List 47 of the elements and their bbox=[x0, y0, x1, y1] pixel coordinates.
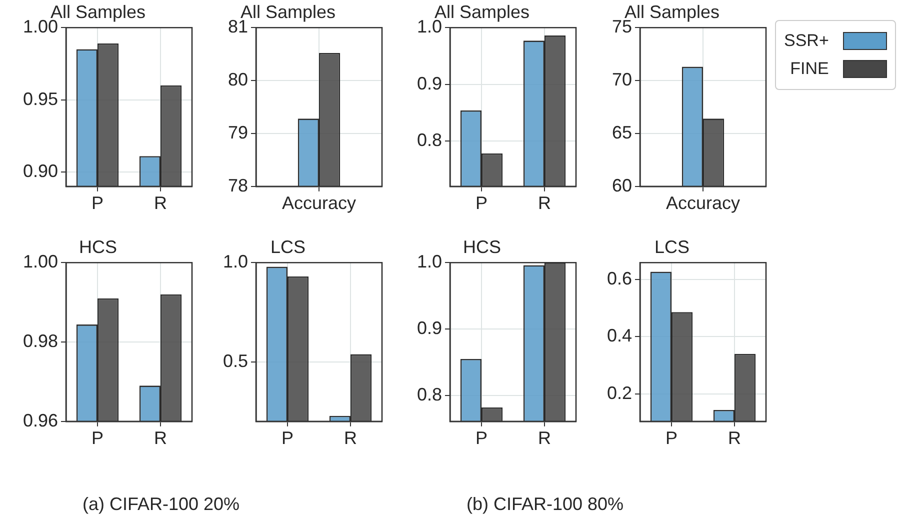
y-tick-label: 80 bbox=[228, 70, 248, 90]
text: (b) CIFAR-100 80% bbox=[466, 494, 624, 515]
x-tick-label: R bbox=[154, 193, 167, 214]
y-tick-label: 1.0 bbox=[416, 16, 442, 37]
y-tick-label: 0.6 bbox=[606, 268, 632, 288]
legend-label: FINE bbox=[790, 59, 829, 79]
y-tick-label: 0.4 bbox=[606, 326, 632, 346]
text: (a) CIFAR-100 20% bbox=[82, 494, 240, 515]
y-tick-label: 0.9 bbox=[416, 73, 442, 94]
y-tick-label: 0.8 bbox=[416, 130, 442, 150]
x-tick-label: P bbox=[475, 193, 488, 214]
y-tick-label: 75 bbox=[612, 16, 632, 37]
y-tick-label: 0.90 bbox=[22, 160, 58, 181]
y-tick-label: 0.96 bbox=[22, 410, 58, 430]
x-tick-label: R bbox=[344, 428, 357, 448]
y-tick-label: 0.95 bbox=[22, 88, 58, 109]
chart-title: HCS bbox=[78, 236, 118, 257]
y-tick-label: 1.00 bbox=[22, 252, 58, 272]
x-tick-label: R bbox=[154, 428, 167, 448]
y-tick-label: 0.2 bbox=[606, 382, 632, 403]
y-tick-label: 1.0 bbox=[416, 252, 442, 272]
y-tick-label: 1.00 bbox=[22, 16, 58, 37]
x-tick-label: Accuracy bbox=[666, 193, 740, 214]
y-tick-label: 81 bbox=[228, 16, 248, 37]
chart-title: LCS bbox=[270, 236, 306, 257]
x-tick-label: P bbox=[91, 193, 104, 214]
y-tick-label: 70 bbox=[612, 70, 632, 90]
y-tick-label: 1.0 bbox=[222, 252, 248, 272]
legend-label: SSR+ bbox=[784, 31, 829, 51]
y-tick-label: 60 bbox=[612, 175, 632, 196]
x-tick-label: P bbox=[281, 428, 294, 448]
y-tick-label: 65 bbox=[612, 122, 632, 142]
x-tick-label: P bbox=[475, 428, 488, 448]
y-tick-label: 0.9 bbox=[416, 318, 442, 338]
x-tick-label: R bbox=[538, 193, 551, 214]
x-tick-label: P bbox=[91, 428, 104, 448]
y-tick-label: 0.8 bbox=[416, 384, 442, 404]
y-tick-label: 79 bbox=[228, 122, 248, 142]
x-tick-label: P bbox=[665, 428, 678, 448]
chart-title: LCS bbox=[654, 236, 690, 257]
y-tick-label: 0.98 bbox=[22, 330, 58, 351]
y-tick-label: 0.5 bbox=[222, 350, 248, 371]
x-tick-label: R bbox=[538, 428, 551, 448]
y-tick-label: 78 bbox=[228, 175, 248, 196]
chart-title: HCS bbox=[462, 236, 502, 257]
x-tick-label: R bbox=[728, 428, 741, 448]
x-tick-label: Accuracy bbox=[282, 193, 356, 214]
